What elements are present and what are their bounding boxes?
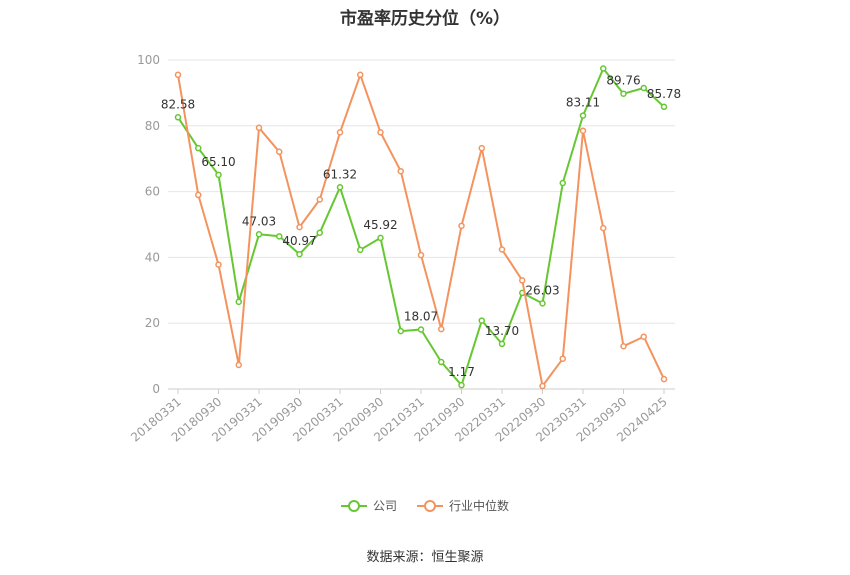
data-point-0 <box>215 171 222 179</box>
data-point-0 <box>539 300 546 307</box>
y-tick-label: 80 <box>145 119 160 133</box>
data-point-1 <box>660 375 668 383</box>
data-label: 61.32 <box>323 167 357 181</box>
y-tick-label: 20 <box>145 316 160 330</box>
data-point-1 <box>174 71 182 79</box>
data-point-0 <box>276 233 283 240</box>
axes: 0204060801002018033120180930201903312019… <box>128 53 675 445</box>
data-point-0 <box>438 358 445 366</box>
data-point-1 <box>458 222 465 230</box>
data-point-0 <box>600 65 607 72</box>
data-point-0 <box>417 326 425 333</box>
data-source: 数据来源：恒生聚源 <box>366 550 484 565</box>
series-layer <box>174 65 668 390</box>
data-label: 1.17 <box>448 365 475 379</box>
data-point-0 <box>174 114 182 121</box>
data-point-0 <box>397 327 404 335</box>
data-point-1 <box>316 196 323 203</box>
legend: 公司 行业中位数 <box>0 497 850 514</box>
data-point-0 <box>458 381 465 389</box>
y-tick-label: 40 <box>145 250 160 264</box>
data-point-1 <box>195 191 202 199</box>
data-point-1 <box>417 251 425 259</box>
data-point-1 <box>296 223 303 231</box>
data-point-1 <box>276 148 283 156</box>
data-point-1 <box>620 342 627 350</box>
data-point-1 <box>438 325 445 333</box>
data-point-1 <box>215 261 222 268</box>
data-labels: 82.58 65.10 47.03 40.97 61.32 45.92 18.07 1.17 1… <box>161 74 681 379</box>
data-label: 85.78 <box>647 87 681 101</box>
data-point-1 <box>235 361 242 369</box>
data-point-0 <box>478 317 485 324</box>
data-point-0 <box>559 179 566 187</box>
data-label: 45.92 <box>363 218 397 232</box>
data-point-1 <box>357 71 364 79</box>
y-tick-label: 60 <box>145 185 160 199</box>
data-point-0 <box>660 103 668 111</box>
data-point-1 <box>640 333 647 340</box>
data-point-1 <box>539 382 546 390</box>
data-point-0 <box>316 229 323 236</box>
data-point-0 <box>336 184 344 191</box>
data-point-0 <box>296 250 303 258</box>
data-point-1 <box>377 129 384 136</box>
series-line-1 <box>177 73 665 387</box>
legend-label-company: 公司 <box>372 499 397 513</box>
data-point-1 <box>478 144 485 152</box>
data-label: 83.11 <box>566 96 600 110</box>
data-label: 26.03 <box>525 283 559 297</box>
data-point-1 <box>397 167 404 175</box>
data-point-1 <box>498 246 506 253</box>
data-point-0 <box>357 246 364 254</box>
data-label: 40.97 <box>282 234 316 248</box>
data-point-0 <box>255 231 263 238</box>
data-point-0 <box>579 112 587 119</box>
legend-item-industry-median[interactable]: 行业中位数 <box>417 497 509 514</box>
data-point-0 <box>640 84 647 92</box>
y-tick-label: 100 <box>137 53 160 67</box>
data-point-1 <box>559 355 566 362</box>
data-point-1 <box>519 277 526 284</box>
data-point-0 <box>377 234 384 242</box>
legend-label-industry-median: 行业中位数 <box>449 499 510 513</box>
data-point-0 <box>195 144 202 152</box>
data-label: 47.03 <box>242 214 276 228</box>
data-label: 89.76 <box>606 74 640 88</box>
data-label: 18.07 <box>404 310 438 324</box>
data-point-1 <box>579 127 587 134</box>
chart-title: 市盈率历史分位（%） <box>339 9 511 29</box>
data-point-1 <box>255 124 263 132</box>
data-point-1 <box>336 129 344 136</box>
data-point-1 <box>600 224 607 232</box>
data-label: 13.70 <box>485 324 519 338</box>
data-point-0 <box>498 340 506 348</box>
legend-swatch-industry-median <box>417 499 443 513</box>
y-tick-label: 0 <box>152 382 160 396</box>
data-point-0 <box>235 298 242 306</box>
data-label: 65.10 <box>201 155 235 169</box>
data-label: 82.58 <box>161 97 195 111</box>
data-point-0 <box>620 90 627 97</box>
legend-item-company[interactable]: 公司 <box>340 497 397 514</box>
legend-swatch-company <box>340 499 367 513</box>
